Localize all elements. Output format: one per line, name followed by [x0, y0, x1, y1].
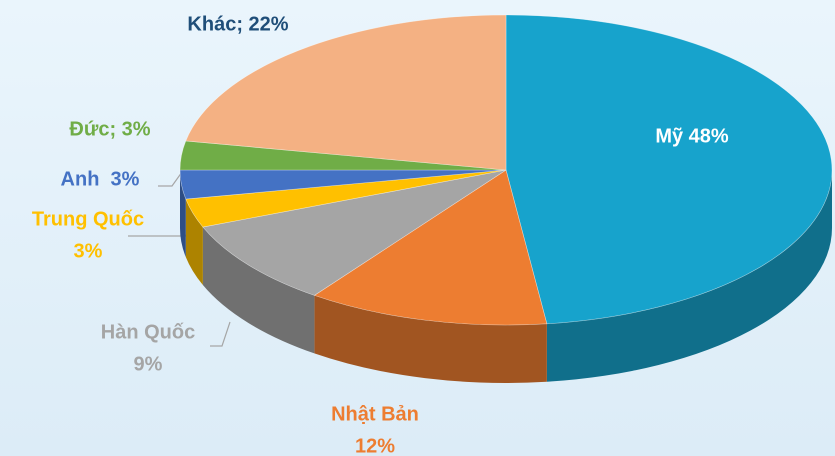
data-label: 3%	[74, 240, 103, 262]
slice-side	[180, 170, 186, 258]
data-label: Khác; 22%	[187, 13, 288, 35]
data-label: Anh 3%	[61, 168, 140, 190]
slice	[505, 14, 833, 325]
slice	[313, 169, 548, 326]
slice-tops	[179, 14, 833, 326]
leader-line	[210, 321, 231, 347]
data-label: Đức; 3%	[69, 118, 150, 140]
slice-sides	[180, 170, 832, 383]
slice	[185, 14, 507, 171]
data-label: 9%	[134, 353, 163, 375]
data-label: Mỹ 48%	[655, 125, 729, 147]
slice-side	[314, 295, 547, 383]
slice-side	[202, 227, 315, 354]
slice-side	[185, 199, 203, 286]
data-label: 12%	[355, 435, 395, 456]
data-label: Nhật Bản	[331, 403, 419, 425]
data-label: Hàn Quốc	[101, 321, 195, 343]
slice	[202, 169, 507, 296]
data-label: Trung Quốc	[32, 208, 144, 230]
slice-side	[546, 170, 832, 382]
leader-line	[158, 171, 183, 187]
